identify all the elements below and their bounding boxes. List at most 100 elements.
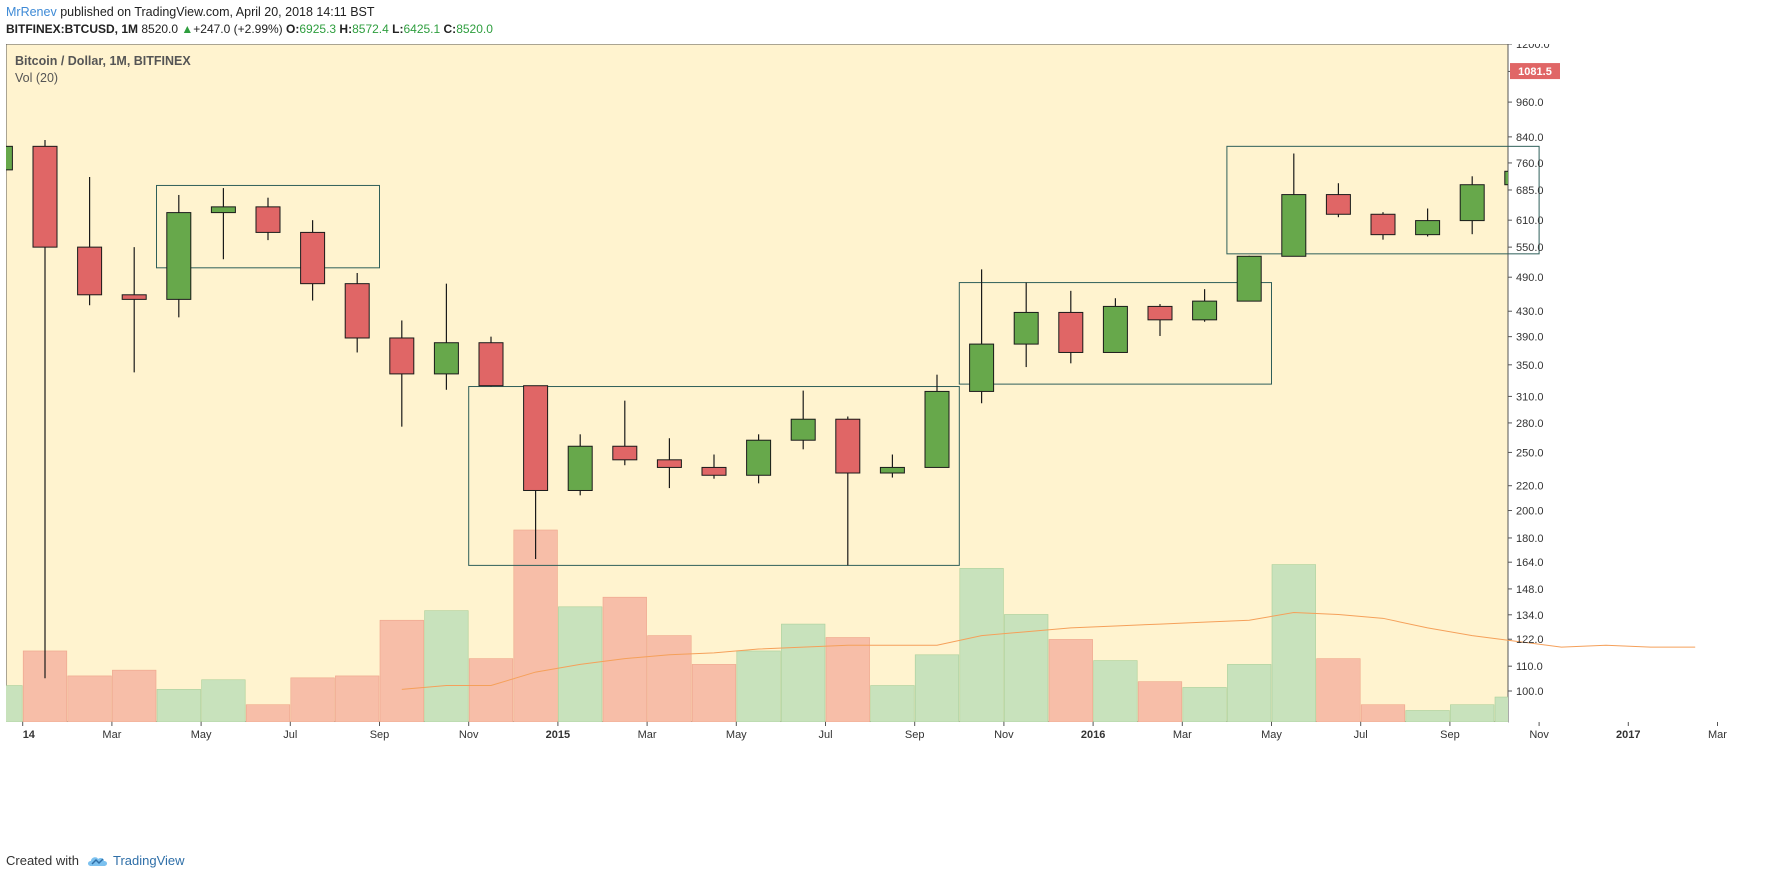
symbol-name: BITFINEX:BTCUSD, 1M (6, 22, 138, 36)
candle[interactable] (1192, 289, 1218, 322)
candle[interactable] (924, 374, 950, 468)
candle[interactable] (701, 454, 727, 479)
candle[interactable] (478, 336, 504, 387)
price-tick-label: 134.0 (1516, 610, 1544, 622)
volume-bar (1584, 668, 1628, 722)
time-tick-label: 2016 (1081, 729, 1105, 741)
price-tick-label: 760.0 (1516, 158, 1544, 170)
candle[interactable] (255, 197, 281, 241)
candle-body (166, 212, 192, 300)
candle-body (478, 342, 504, 387)
candle[interactable] (1683, 44, 1707, 125)
candle[interactable] (433, 283, 459, 390)
volume-legend: Vol (20) (15, 71, 59, 85)
price-tick-label: 110.0 (1516, 661, 1543, 673)
price-axis[interactable]: 1200.01080.0960.0840.0760.0685.0610.0550… (1508, 39, 1550, 698)
volume-bar (1629, 686, 1673, 722)
time-tick-label: Nov (459, 729, 479, 741)
volume-bar (67, 675, 112, 722)
range-box[interactable] (1226, 145, 1540, 255)
candle[interactable] (523, 385, 549, 560)
candle[interactable] (210, 188, 236, 260)
candle[interactable] (969, 269, 995, 404)
candle-body (1683, 46, 1707, 71)
candle[interactable] (835, 416, 861, 566)
candle[interactable] (1370, 212, 1396, 240)
time-tick-label: Sep (1440, 729, 1460, 741)
time-tick-label: Jul (283, 729, 297, 741)
range-box[interactable] (468, 386, 960, 566)
time-axis[interactable]: 14 Mar May Jul Sep Nov 2015 Mar May Jul Sep Nov 2016… (6, 722, 1727, 742)
candle-body (567, 445, 593, 491)
volume-bar (1360, 704, 1406, 722)
volume-bar (335, 675, 380, 722)
candle-body (32, 145, 58, 248)
price-tick-label: 180.0 (1516, 533, 1544, 545)
candle[interactable] (1415, 208, 1441, 237)
footer: Created with TradingView (6, 853, 185, 868)
candle[interactable] (6, 145, 13, 171)
candle[interactable] (344, 272, 370, 353)
price-tick-label: 390.0 (1516, 332, 1544, 344)
time-tick-label: Mar (1708, 729, 1727, 741)
price-tick-label: 550.0 (1516, 242, 1544, 254)
candle[interactable] (567, 434, 593, 496)
candle[interactable] (1549, 98, 1573, 171)
candle[interactable] (300, 220, 326, 301)
candle[interactable] (1459, 176, 1485, 235)
up-arrow-icon: ▲ (181, 22, 194, 36)
candle[interactable] (790, 390, 816, 450)
candle[interactable] (1281, 153, 1307, 257)
volume-bar (602, 596, 647, 722)
candle[interactable] (1102, 298, 1128, 353)
time-tick-label: Mar (102, 729, 121, 741)
author-link[interactable]: MrRenev (6, 5, 57, 19)
candle-body (1192, 300, 1218, 321)
candlestick-chart[interactable]: 1200.01080.0960.0840.0760.0685.0610.0550… (5, 39, 1778, 844)
candle-body (612, 445, 638, 461)
volume-bar (736, 650, 781, 722)
candle-body (77, 246, 103, 296)
candle[interactable] (166, 194, 192, 318)
candle[interactable] (32, 139, 58, 679)
candle[interactable] (121, 247, 147, 373)
candle[interactable] (879, 454, 905, 478)
plot-background (5, 43, 1509, 723)
time-tick-label: 2017 (1616, 729, 1640, 741)
candle[interactable] (389, 320, 415, 427)
price-tick-label: 430.0 (1516, 306, 1544, 318)
volume-bar (379, 619, 424, 722)
candle-body (1415, 220, 1441, 236)
candle[interactable] (1504, 170, 1529, 186)
candle[interactable] (612, 400, 638, 466)
candle[interactable] (746, 434, 772, 484)
close-value: 8520.0 (456, 22, 493, 36)
chart-area[interactable]: 1200.01080.0960.0840.0760.0685.0610.0550… (5, 39, 1778, 844)
candle[interactable] (1639, 44, 1663, 109)
volume-bar (112, 669, 157, 722)
open-value: 6925.3 (299, 22, 337, 36)
candle-body (1639, 46, 1663, 101)
candle[interactable] (77, 177, 103, 306)
low-label: L: (392, 22, 404, 36)
volume-bar (1182, 687, 1227, 722)
volume-bar (6, 685, 23, 722)
candle-body (1147, 305, 1173, 321)
brand-link[interactable]: TradingView (87, 853, 185, 868)
candle[interactable] (1594, 52, 1618, 171)
time-tick-label: Jul (818, 729, 832, 741)
candle[interactable] (1058, 290, 1084, 364)
candle[interactable] (1325, 183, 1351, 218)
candle[interactable] (1147, 304, 1173, 336)
volume-bar (1405, 710, 1450, 722)
volume-bar (1540, 695, 1584, 722)
candle-body (924, 390, 950, 468)
candle[interactable] (1013, 282, 1039, 368)
candle[interactable] (1236, 255, 1262, 302)
candle-body (210, 206, 236, 214)
range-box[interactable] (156, 184, 380, 269)
candle[interactable] (656, 438, 682, 489)
price-tick-label: 310.0 (1516, 391, 1544, 403)
range-box[interactable] (958, 282, 1272, 385)
range-boxes (156, 145, 1540, 566)
